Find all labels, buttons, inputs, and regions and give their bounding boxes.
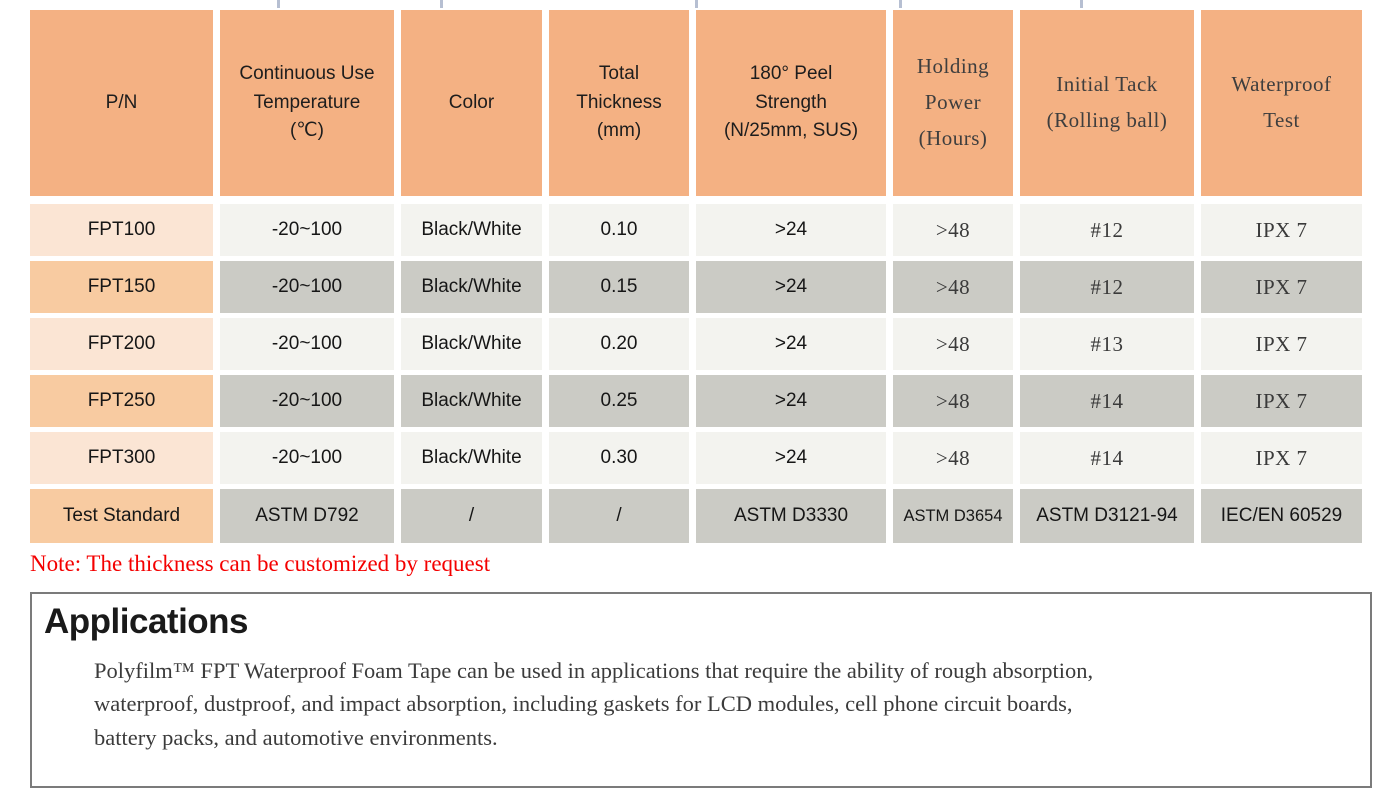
- table-row-fpt150: FPT150 -20~100 Black/White 0.15 >24 >48 …: [30, 261, 1362, 313]
- table-row-fpt250: FPT250 -20~100 Black/White 0.25 >24 >48 …: [30, 375, 1362, 427]
- cell-color: Black/White: [401, 375, 542, 427]
- header-waterproof: Waterproof Test: [1201, 10, 1362, 196]
- cell-color: Black/White: [401, 318, 542, 370]
- cell-thickness: 0.20: [549, 318, 689, 370]
- cell-peel: >24: [696, 432, 886, 484]
- cell-tack: ASTM D3121-94: [1020, 489, 1194, 543]
- header-temperature: Continuous Use Temperature (℃): [220, 10, 394, 196]
- cell-pn: Test Standard: [30, 489, 213, 543]
- cell-waterproof: IPX 7: [1201, 261, 1362, 313]
- applications-body: Polyfilm™ FPT Waterproof Foam Tape can b…: [94, 658, 1094, 750]
- cell-color: /: [401, 489, 542, 543]
- cell-temperature: -20~100: [220, 318, 394, 370]
- header-peel: 180° Peel Strength (N/25mm, SUS): [696, 10, 886, 196]
- cell-peel: ASTM D3330: [696, 489, 886, 543]
- cell-peel: >24: [696, 204, 886, 256]
- cell-peel: >24: [696, 261, 886, 313]
- cell-peel: >24: [696, 318, 886, 370]
- cell-holding: >48: [893, 432, 1013, 484]
- tick-mark: [899, 0, 902, 8]
- cell-waterproof: IPX 7: [1201, 318, 1362, 370]
- cell-pn: FPT150: [30, 261, 213, 313]
- thickness-note: Note: The thickness can be customized by…: [30, 551, 491, 576]
- applications-section: Applications Polyfilm™ FPT Waterproof Fo…: [30, 592, 1372, 788]
- cell-waterproof: IEC/EN 60529: [1201, 489, 1362, 543]
- cell-tack: #14: [1020, 375, 1194, 427]
- cell-thickness: 0.10: [549, 204, 689, 256]
- spec-table: P/N Continuous Use Temperature (℃) Color…: [30, 10, 1362, 543]
- cell-pn: FPT300: [30, 432, 213, 484]
- cell-temperature: -20~100: [220, 375, 394, 427]
- cell-thickness: 0.30: [549, 432, 689, 484]
- table-row-fpt100: FPT100 -20~100 Black/White 0.10 >24 >48 …: [30, 204, 1362, 256]
- cell-holding: ASTM D3654: [893, 489, 1013, 543]
- table-row-fpt200: FPT200 -20~100 Black/White 0.20 >24 >48 …: [30, 318, 1362, 370]
- cell-thickness: /: [549, 489, 689, 543]
- header-pn: P/N: [30, 10, 213, 196]
- tick-mark: [440, 0, 443, 8]
- cell-thickness: 0.25: [549, 375, 689, 427]
- cell-pn: FPT100: [30, 204, 213, 256]
- cell-color: Black/White: [401, 261, 542, 313]
- cell-tack: #13: [1020, 318, 1194, 370]
- cell-tack: #14: [1020, 432, 1194, 484]
- tick-mark: [1080, 0, 1083, 8]
- cell-thickness: 0.15: [549, 261, 689, 313]
- cell-pn: FPT250: [30, 375, 213, 427]
- cell-holding: >48: [893, 375, 1013, 427]
- cell-peel: >24: [696, 375, 886, 427]
- tick-mark: [695, 0, 698, 8]
- table-row-test-standard: Test Standard ASTM D792 / / ASTM D3330 A…: [30, 489, 1362, 543]
- cell-temperature: -20~100: [220, 261, 394, 313]
- header-holding: Holding Power (Hours): [893, 10, 1013, 196]
- tick-mark: [277, 0, 280, 8]
- header-tack: Initial Tack (Rolling ball): [1020, 10, 1194, 196]
- cell-tack: #12: [1020, 261, 1194, 313]
- header-thickness: Total Thickness (mm): [549, 10, 689, 196]
- cell-waterproof: IPX 7: [1201, 204, 1362, 256]
- cell-color: Black/White: [401, 432, 542, 484]
- header-color: Color: [401, 10, 542, 196]
- cell-waterproof: IPX 7: [1201, 432, 1362, 484]
- cell-temperature: ASTM D792: [220, 489, 394, 543]
- table-header-row: P/N Continuous Use Temperature (℃) Color…: [30, 10, 1362, 196]
- cell-holding: >48: [893, 204, 1013, 256]
- cell-tack: #12: [1020, 204, 1194, 256]
- cell-color: Black/White: [401, 204, 542, 256]
- cell-temperature: -20~100: [220, 204, 394, 256]
- cell-waterproof: IPX 7: [1201, 375, 1362, 427]
- cell-holding: >48: [893, 261, 1013, 313]
- applications-title: Applications: [44, 602, 249, 641]
- cell-temperature: -20~100: [220, 432, 394, 484]
- cell-holding: >48: [893, 318, 1013, 370]
- table-row-fpt300: FPT300 -20~100 Black/White 0.30 >24 >48 …: [30, 432, 1362, 484]
- cell-pn: FPT200: [30, 318, 213, 370]
